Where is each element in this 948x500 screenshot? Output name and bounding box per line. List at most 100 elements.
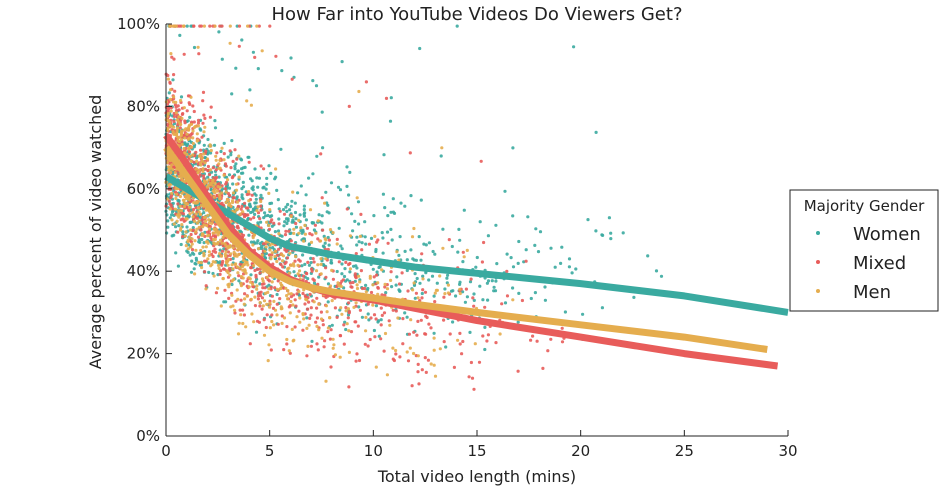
data-point [336,185,341,189]
data-point [183,234,187,238]
y-tick-label: 40% [127,262,160,280]
data-point [275,259,279,264]
data-point [364,315,368,319]
data-point [225,175,229,179]
data-point [594,229,598,233]
data-point [389,96,393,100]
data-point [234,188,239,192]
data-point [277,232,281,236]
data-point [231,246,235,250]
data-point [191,141,195,146]
data-point [529,338,533,342]
data-point [293,298,297,302]
data-point [191,136,195,140]
data-point [251,50,255,54]
data-point [225,269,229,273]
data-point [242,263,246,267]
data-point [226,263,230,267]
data-point [439,154,443,158]
data-point [516,261,520,265]
data-point [464,287,468,291]
data-point [269,171,273,175]
data-point [277,247,281,251]
data-point [281,254,285,258]
data-point [335,242,339,246]
data-point [249,266,253,270]
data-point [187,101,191,105]
data-point [235,225,239,229]
data-point [195,200,199,204]
data-point [301,313,305,317]
data-point [472,298,476,302]
data-point [420,252,424,256]
data-point [419,198,423,202]
data-point [364,329,368,333]
data-point [364,290,368,294]
data-point [182,106,186,110]
data-point [249,240,254,244]
data-point [230,263,234,267]
data-point [280,69,284,73]
data-point [171,168,175,172]
data-point [397,253,401,257]
data-point [207,221,211,225]
data-point [340,262,344,266]
data-point [343,267,347,271]
data-point [342,323,346,327]
data-point [352,305,356,309]
data-point [194,212,198,216]
data-point [305,326,309,330]
data-point [207,173,212,177]
data-point [200,135,204,139]
data-point [249,273,253,277]
data-point [367,242,371,246]
data-point [265,302,269,306]
data-point [245,99,249,103]
data-point [438,347,442,351]
data-point [243,297,247,301]
data-point [166,106,170,110]
data-point [401,342,405,346]
data-point [354,359,358,363]
data-point [348,270,352,274]
data-point [227,186,232,190]
data-point [469,360,473,365]
data-point [390,238,394,242]
data-point [307,323,311,327]
data-point [199,148,203,152]
data-point [207,227,211,231]
data-point [187,150,192,154]
data-point [177,24,182,28]
data-point [395,275,399,279]
data-point [516,320,520,324]
data-point [364,283,368,287]
data-point [294,217,298,221]
data-point [224,261,229,265]
data-point [424,370,428,374]
data-point [280,234,284,238]
data-point [225,197,229,202]
data-point [324,266,328,270]
data-point [260,244,264,248]
data-point [297,269,302,273]
data-point [231,174,235,179]
x-axis-ticks: 0 5 10 15 20 25 30 [161,430,798,460]
data-point [260,296,264,300]
data-point [220,249,225,253]
data-point [206,137,210,142]
data-point [231,304,235,308]
data-point [311,172,315,176]
data-point [185,132,189,136]
data-point [220,191,224,195]
data-point [279,283,284,287]
data-point [403,204,407,208]
data-point [315,342,319,346]
data-point [472,304,476,308]
data-point [331,277,335,281]
data-point [278,297,282,301]
data-point [256,205,260,209]
data-point [483,305,487,309]
data-point [204,245,208,249]
data-point [291,339,295,343]
data-point [230,279,234,283]
